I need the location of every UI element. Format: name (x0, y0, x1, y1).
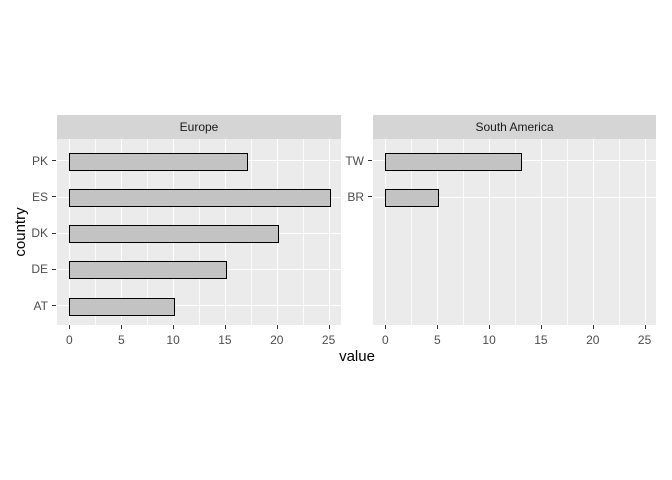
facet-strip-label: South America (475, 120, 554, 134)
x-tick-label-europe-20: 20 (270, 333, 284, 347)
gridline-minor-x (566, 139, 568, 325)
x-tick-label-south-america-15: 15 (534, 333, 548, 347)
y-tick-br (368, 196, 372, 198)
x-tick-label-south-america-20: 20 (586, 333, 600, 347)
x-tick-label-europe-15: 15 (218, 333, 232, 347)
y-tick-label-tw: TW (345, 153, 364, 168)
facet-strip-label: Europe (179, 120, 219, 134)
y-tick-es (52, 196, 56, 198)
gridline-major-y (373, 196, 656, 198)
gridline-major-x (644, 139, 646, 325)
x-tick-south-america-20 (592, 325, 594, 329)
gridline-major-x (540, 139, 542, 325)
y-tick-at (52, 305, 56, 307)
facet-panel-south-america (373, 139, 656, 325)
gridline-major-x (489, 139, 491, 325)
x-tick-europe-10 (173, 325, 175, 329)
x-tick-europe-20 (276, 325, 278, 329)
gridline-minor-x (411, 139, 413, 325)
x-tick-europe-5 (121, 325, 123, 329)
gridline-minor-x (618, 139, 620, 325)
gridline-major-y (57, 305, 341, 307)
bar-es (69, 189, 331, 207)
x-tick-label-south-america-10: 10 (482, 333, 496, 347)
y-tick-de (52, 268, 56, 270)
x-axis-title: value (339, 348, 375, 365)
x-tick-europe-0 (69, 325, 71, 329)
y-tick-label-pk: PK (31, 153, 48, 168)
y-tick-label-dk: DK (31, 226, 48, 241)
gridline-major-x (437, 139, 439, 325)
x-tick-south-america-25 (644, 325, 646, 329)
x-tick-europe-15 (224, 325, 226, 329)
x-tick-label-europe-10: 10 (166, 333, 180, 347)
x-tick-label-south-america-0: 0 (382, 333, 389, 347)
x-tick-south-america-0 (385, 325, 387, 329)
x-tick-label-south-america-5: 5 (433, 333, 441, 347)
x-tick-label-europe-25: 25 (321, 333, 336, 347)
x-tick-south-america-5 (437, 325, 439, 329)
facet-strip-europe: Europe (57, 115, 341, 139)
gridline-major-x (328, 139, 330, 325)
x-tick-label-south-america-25: 25 (637, 333, 652, 347)
bar-tw (385, 152, 523, 171)
gridline-major-x (385, 139, 387, 325)
x-tick-label-europe-0: 0 (66, 333, 73, 347)
gridline-minor-x (463, 139, 465, 325)
gridline-minor-x (515, 139, 516, 325)
facet-panel-europe (57, 139, 341, 325)
facet-strip-south-america: South America (373, 115, 656, 139)
y-tick-label-at: AT (33, 298, 48, 313)
gridline-minor-x (302, 139, 304, 325)
bar-at (69, 297, 176, 316)
bar-br (385, 189, 440, 207)
y-tick-label-de: DE (31, 262, 48, 277)
bar-dk (69, 225, 279, 244)
x-tick-label-europe-5: 5 (117, 333, 125, 347)
y-tick-label-es: ES (31, 189, 48, 204)
y-tick-pk (52, 160, 56, 162)
y-tick-tw (368, 160, 372, 162)
bar-de (69, 261, 227, 280)
x-tick-south-america-15 (540, 325, 542, 329)
bar-pk (69, 152, 248, 171)
gridline-major-x (592, 139, 594, 325)
x-tick-europe-25 (328, 325, 330, 329)
x-tick-south-america-10 (489, 325, 491, 329)
y-tick-label-br: BR (347, 189, 364, 204)
y-tick-dk (52, 232, 56, 234)
